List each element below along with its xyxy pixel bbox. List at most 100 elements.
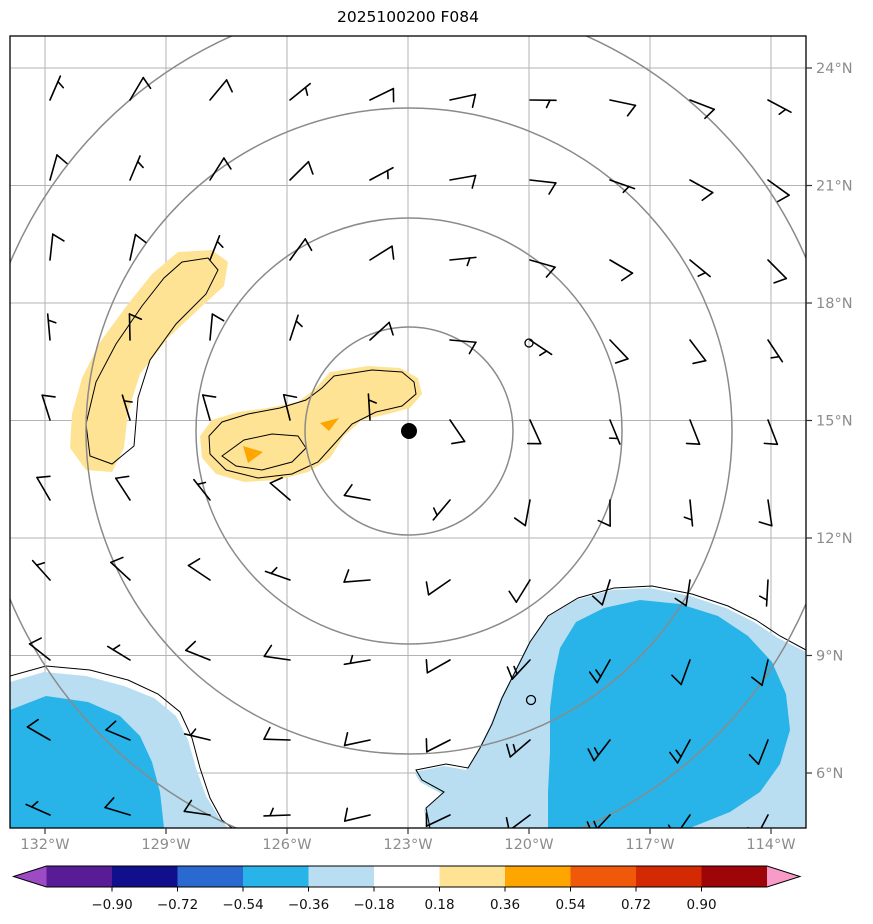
barb-feather [466,257,471,267]
wind-barb [449,419,466,445]
barb-feather [597,519,611,527]
colorbar: −0.90 −0.72 −0.54 −0.36 −0.18 0.18 0.36 0.54 0.7… [11,865,802,913]
barb-feather [110,556,124,564]
wind-barb [49,154,68,181]
x-tick-label: 117°W [625,837,674,853]
wind-barb [767,259,788,284]
barb-staff [529,179,557,184]
barb-feather [471,93,477,108]
barb-feather [196,481,207,486]
wind-barb [669,739,691,764]
barb-feather [683,516,693,521]
wind-barb [609,99,637,117]
barb-staff [369,166,394,181]
barb-feather [667,824,672,828]
range-ring [85,107,733,755]
barb-staff [282,393,291,421]
barb-feather [545,99,551,109]
barb-staff [524,499,531,527]
barb-staff [129,233,137,261]
wind-barb [529,99,557,109]
barb-staff [289,82,311,101]
wind-barb [369,166,394,181]
barb-feather [30,800,39,808]
wind-barb [449,256,477,267]
barb-feather [748,753,760,766]
barb-feather [123,400,133,403]
barb-staff [425,814,451,827]
colorbar-segment [308,866,374,887]
wind-barb [46,313,57,341]
barb-feather [513,665,518,675]
wind-barb [343,731,371,747]
colorbar-segment [177,866,243,887]
barb-feather [758,521,773,527]
barb-staff [289,160,310,181]
wind-barb [367,393,378,421]
barb-feather [770,355,780,359]
barb-feather [759,595,768,601]
wind-barb [343,807,371,822]
barb-staff [104,806,131,816]
barb-feather [187,557,201,567]
wind-barb [114,475,131,501]
wind-barb [343,483,371,501]
x-tick-label: 129°W [141,837,190,853]
wind-barb [369,321,394,341]
barb-feather [587,748,595,762]
wind-barb [183,728,211,741]
barb-staff [36,476,51,501]
barb-feather [269,807,274,817]
barb-staff [114,477,131,501]
barb-staff [609,259,634,274]
barb-feather [112,644,121,651]
barb-feather [343,807,349,822]
wind-barb [129,76,152,101]
wind-barb [667,814,691,828]
barb-feather [189,728,197,737]
colorbar-arrow-left [13,866,47,887]
barb-staff [343,579,371,583]
y-tick-label: 12°N [816,531,853,547]
barb-feather [142,76,152,90]
barb-feather [595,669,602,678]
barb-staff [449,174,477,181]
barb-staff [609,419,621,445]
barb-feather [388,321,394,336]
barb-feather [183,799,193,813]
barb-feather [185,640,197,652]
barb-staff [110,561,131,581]
barb-staff [264,570,291,581]
wind-barb [41,394,56,421]
wind-barb [49,233,65,261]
barb-feather [391,245,395,260]
barb-feather [778,108,787,116]
barb-feather [36,475,51,479]
y-tick-label: 6°N [816,766,843,782]
wind-barb [264,566,291,581]
x-tick-label: 120°W [504,837,553,853]
wind-barb [193,478,211,501]
storm-center-dot [401,423,417,439]
barb-feather [506,666,514,680]
barb-staff [767,499,773,527]
wind-barb [110,556,131,581]
barb-feather [622,185,630,194]
wind-barb [608,419,621,445]
barb-feather [620,272,634,282]
barb-feather [513,517,527,527]
barb-feather [26,718,39,728]
barb-staff [187,564,211,581]
barb-staff [426,659,451,674]
contour-center [208,369,417,479]
barb-feather [701,191,714,202]
barb-feather [282,393,298,399]
colorbar-segment [505,866,571,887]
barb-feather [588,671,599,684]
wind-barb [369,87,395,103]
wind-barb [201,394,217,421]
barb-feather [343,731,349,747]
wind-barb [689,259,711,278]
wind-barb [28,637,51,661]
